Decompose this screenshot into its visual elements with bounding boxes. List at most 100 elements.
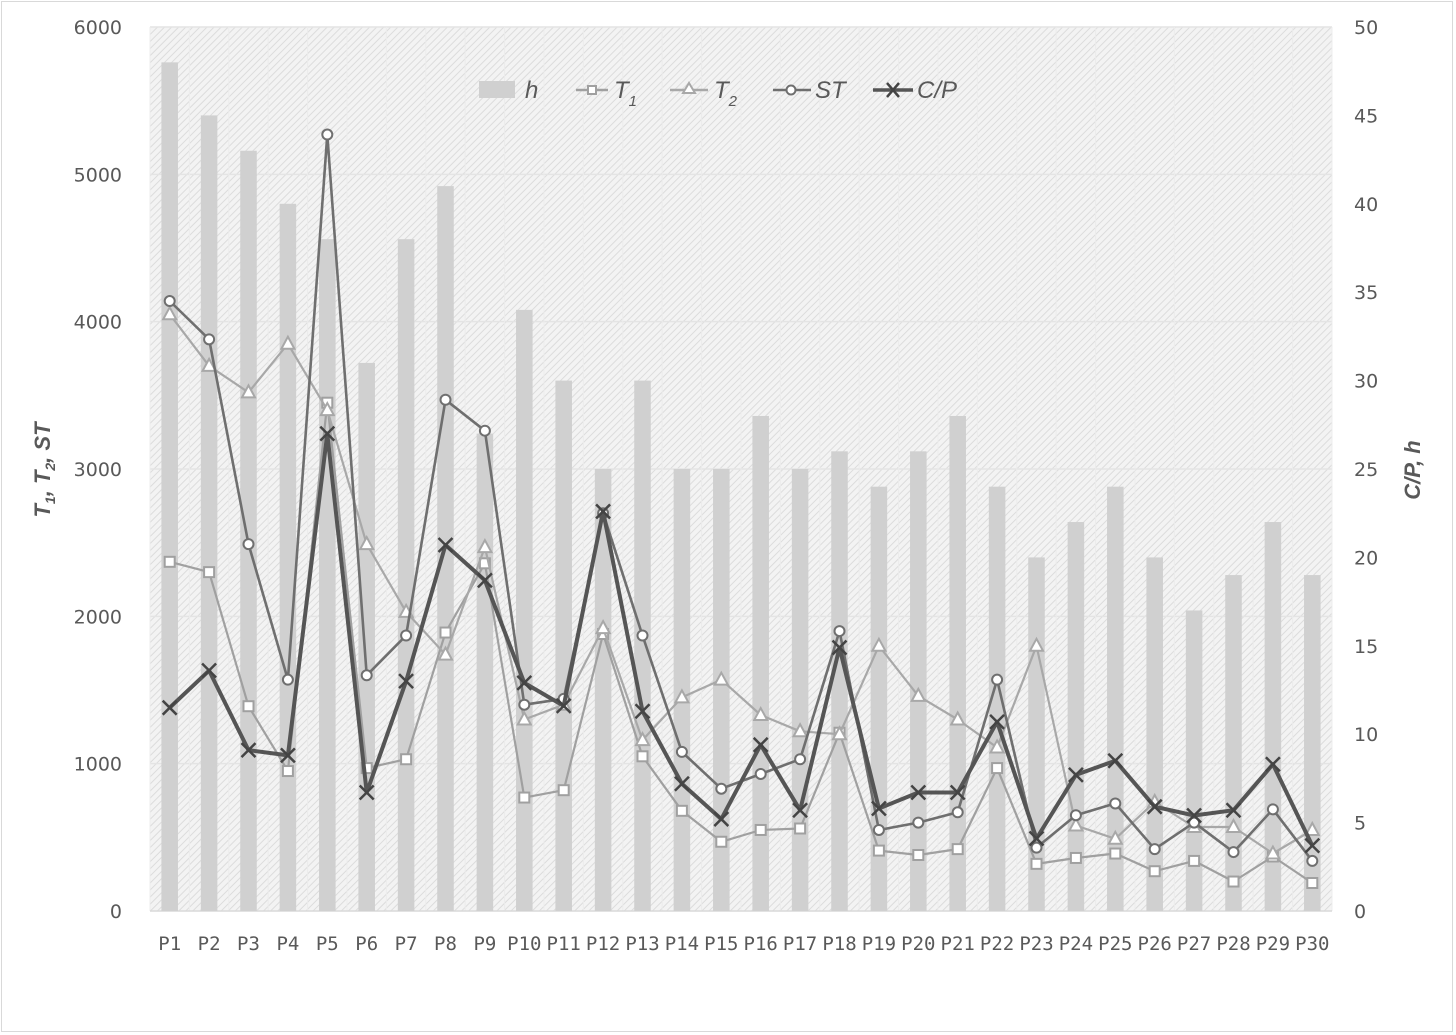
left-axis-title: T1, T2, ST	[30, 421, 58, 518]
square-marker-icon	[1109, 847, 1122, 860]
triangle-marker-icon	[1225, 817, 1242, 834]
left-axis-ticks: 0 1000 2000 3000 4000 5000 6000	[74, 17, 122, 923]
circle-marker-icon	[321, 128, 334, 141]
category-label: P18	[822, 933, 856, 955]
circle-marker-icon	[754, 767, 767, 780]
square-marker-icon	[360, 762, 373, 775]
x-marker-icon	[1068, 766, 1084, 783]
category-label: P9	[473, 933, 496, 955]
bar-series-h	[161, 62, 1321, 912]
left-axis-tick-label: 4000	[74, 312, 122, 334]
square-marker-icon	[1227, 875, 1240, 888]
bar	[319, 239, 336, 911]
right-axis-tick-label: 20	[1354, 547, 1378, 569]
x-marker-icon	[871, 800, 887, 817]
bar	[988, 486, 1006, 911]
triangle-marker-icon	[673, 688, 691, 704]
square-marker-icon	[872, 844, 885, 857]
x-marker-icon	[1186, 807, 1202, 824]
circle-marker-icon	[872, 823, 885, 836]
left-axis-tick-label: 6000	[74, 17, 122, 39]
circle-marker-icon	[991, 673, 1004, 686]
x-marker-icon	[555, 698, 572, 714]
category-label: P28	[1216, 933, 1250, 955]
right-axis-tick-label: 35	[1354, 282, 1378, 304]
x-marker-icon	[634, 703, 651, 720]
category-label: P3	[237, 933, 260, 955]
circle-marker-icon	[785, 84, 797, 96]
triangle-marker-icon	[681, 81, 697, 94]
left-axis-tick-label: 0	[110, 901, 122, 923]
bar	[240, 150, 257, 911]
triangle-marker-icon	[870, 636, 888, 652]
x-marker-icon	[280, 747, 296, 764]
square-marker-icon	[518, 791, 531, 804]
x-marker-icon	[886, 82, 900, 98]
category-label: P27	[1177, 933, 1211, 955]
svg-text:T1: T1	[614, 77, 637, 110]
legend-swatch-bar	[479, 81, 515, 98]
chart-legend: h T1 T2 ST C/P	[479, 77, 957, 110]
category-label: P22	[980, 933, 1014, 955]
circle-marker-icon	[400, 629, 413, 642]
triangle-marker-icon	[1264, 844, 1282, 860]
circle-marker-icon	[715, 782, 728, 795]
x-marker-icon	[240, 742, 257, 758]
category-label: P20	[901, 933, 935, 955]
square-marker-icon	[1306, 877, 1319, 890]
triangle-marker-icon	[240, 383, 257, 399]
category-label: P5	[316, 933, 339, 955]
square-marker-icon	[991, 762, 1004, 775]
x-marker-icon	[989, 713, 1005, 730]
bar	[358, 362, 375, 911]
right-axis-tick-label: 45	[1354, 105, 1378, 127]
bar	[634, 380, 651, 912]
x-marker-icon	[792, 802, 808, 819]
circle-marker-icon	[794, 753, 807, 766]
x-marker-icon	[1265, 756, 1281, 773]
circle-marker-icon	[360, 669, 373, 682]
triangle-marker-icon	[1107, 829, 1124, 845]
square-marker-icon	[912, 849, 925, 862]
circle-marker-icon	[203, 333, 216, 346]
x-marker-icon	[1146, 798, 1163, 815]
triangle-marker-icon	[949, 710, 966, 726]
category-label: P26	[1138, 933, 1172, 955]
bar	[1225, 575, 1242, 911]
square-marker-icon	[557, 784, 570, 797]
square-marker-icon	[1069, 851, 1082, 864]
category-label: P10	[507, 933, 541, 955]
bar	[713, 469, 730, 911]
bar	[555, 380, 572, 912]
circle-marker-icon	[1030, 841, 1043, 854]
right-axis-tick-label: 10	[1354, 724, 1378, 746]
bar	[831, 451, 848, 911]
bar	[397, 239, 415, 911]
circle-marker-icon	[478, 424, 491, 437]
x-marker-icon	[516, 675, 533, 691]
x-marker-icon	[358, 784, 375, 801]
square-marker-icon	[400, 753, 413, 766]
triangle-marker-icon	[910, 686, 927, 702]
circle-marker-icon	[636, 629, 649, 642]
triangle-marker-icon	[516, 710, 533, 726]
bar	[1304, 575, 1321, 911]
category-label: P17	[783, 933, 817, 955]
triangle-marker-icon	[161, 305, 178, 321]
square-marker-icon	[281, 765, 294, 778]
category-label: P21	[941, 933, 975, 955]
circle-marker-icon	[518, 698, 531, 711]
triangle-marker-icon	[437, 645, 454, 661]
category-label: P13	[625, 933, 659, 955]
right-axis-tick-label: 30	[1354, 371, 1378, 393]
triangle-marker-icon	[319, 400, 336, 417]
square-marker-icon	[439, 626, 452, 639]
triangle-marker-icon	[791, 722, 809, 738]
legend-item-t1: T1	[576, 77, 637, 110]
triangle-marker-icon	[1028, 636, 1045, 652]
category-label: P29	[1256, 933, 1290, 955]
category-label: P23	[1019, 933, 1053, 955]
x-marker-icon	[752, 736, 769, 753]
triangle-marker-icon	[358, 535, 375, 551]
right-axis-tick-label: 50	[1354, 17, 1378, 39]
